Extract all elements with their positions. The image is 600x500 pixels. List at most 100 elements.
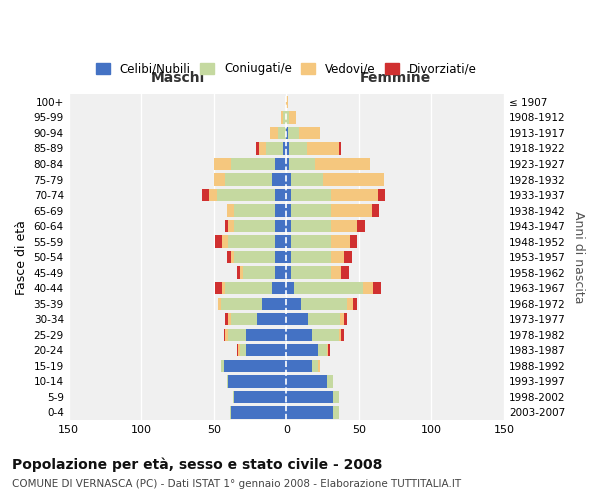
Bar	[286, 360, 313, 372]
Bar	[286, 313, 308, 326]
Bar	[275, 251, 286, 264]
Bar	[286, 298, 301, 310]
Bar	[328, 344, 330, 356]
Bar	[288, 126, 299, 139]
Bar	[283, 142, 286, 154]
Bar	[293, 282, 363, 294]
Bar	[228, 220, 234, 232]
Bar	[286, 204, 290, 217]
Bar	[358, 220, 365, 232]
Bar	[286, 282, 293, 294]
Bar	[340, 313, 344, 326]
Bar	[226, 282, 272, 294]
Bar	[331, 204, 372, 217]
Bar	[221, 360, 224, 372]
Bar	[327, 344, 328, 356]
Bar	[363, 282, 373, 294]
Bar	[331, 266, 341, 279]
Bar	[350, 236, 358, 248]
Bar	[228, 313, 231, 326]
Bar	[290, 236, 331, 248]
Bar	[218, 298, 221, 310]
Bar	[378, 189, 385, 202]
Bar	[214, 158, 231, 170]
Bar	[228, 375, 286, 388]
Bar	[257, 313, 286, 326]
Bar	[234, 220, 275, 232]
Bar	[286, 251, 290, 264]
Bar	[226, 313, 228, 326]
Bar	[289, 142, 307, 154]
Bar	[233, 390, 234, 403]
Bar	[286, 406, 333, 418]
Bar	[318, 344, 327, 356]
Bar	[313, 360, 318, 372]
Bar	[230, 406, 231, 418]
Bar	[286, 236, 290, 248]
Bar	[231, 313, 257, 326]
Bar	[318, 360, 320, 372]
Bar	[286, 126, 288, 139]
Bar	[341, 266, 349, 279]
Bar	[226, 220, 228, 232]
Bar	[331, 251, 344, 264]
Bar	[289, 158, 316, 170]
Bar	[286, 375, 327, 388]
Bar	[290, 204, 331, 217]
Y-axis label: Fasce di età: Fasce di età	[15, 220, 28, 294]
Bar	[228, 236, 275, 248]
Bar	[275, 220, 286, 232]
Bar	[333, 406, 338, 418]
Bar	[226, 174, 272, 186]
Bar	[228, 328, 245, 341]
Text: Maschi: Maschi	[151, 71, 205, 85]
Bar	[316, 158, 370, 170]
Bar	[202, 189, 209, 202]
Bar	[290, 251, 331, 264]
Bar	[307, 142, 338, 154]
Bar	[256, 142, 259, 154]
Bar	[266, 142, 283, 154]
Bar	[215, 236, 223, 248]
Bar	[286, 189, 290, 202]
Bar	[214, 174, 226, 186]
Bar	[217, 189, 275, 202]
Bar	[240, 266, 243, 279]
Bar	[238, 344, 240, 356]
Bar	[281, 111, 283, 124]
Bar	[278, 126, 286, 139]
Bar	[344, 251, 352, 264]
Bar	[237, 344, 238, 356]
Text: Femmine: Femmine	[359, 71, 431, 85]
Bar	[231, 251, 234, 264]
Bar	[224, 360, 286, 372]
Bar	[347, 298, 353, 310]
Bar	[286, 142, 289, 154]
Bar	[275, 158, 286, 170]
Bar	[286, 174, 290, 186]
Bar	[286, 96, 288, 108]
Bar	[231, 158, 275, 170]
Bar	[286, 328, 313, 341]
Bar	[338, 142, 341, 154]
Bar	[243, 266, 275, 279]
Bar	[275, 189, 286, 202]
Bar	[286, 266, 290, 279]
Bar	[372, 204, 379, 217]
Bar	[227, 375, 228, 388]
Y-axis label: Anni di nascita: Anni di nascita	[572, 211, 585, 304]
Bar	[373, 282, 380, 294]
Bar	[209, 189, 217, 202]
Bar	[341, 328, 344, 341]
Bar	[299, 126, 320, 139]
Bar	[333, 390, 338, 403]
Bar	[245, 344, 286, 356]
Bar	[290, 266, 331, 279]
Bar	[272, 282, 286, 294]
Bar	[301, 298, 347, 310]
Bar	[338, 328, 341, 341]
Bar	[226, 328, 228, 341]
Bar	[271, 126, 278, 139]
Bar	[272, 174, 286, 186]
Bar	[234, 251, 275, 264]
